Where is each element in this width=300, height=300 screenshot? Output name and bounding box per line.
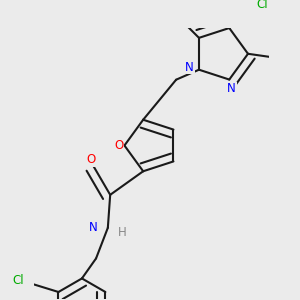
Text: N: N [185,61,194,74]
Text: N: N [227,82,236,95]
Text: H: H [118,226,126,239]
Text: N: N [89,221,98,234]
Text: O: O [114,139,123,152]
Text: Cl: Cl [256,0,268,11]
Text: O: O [87,153,96,166]
Text: Cl: Cl [13,274,24,287]
